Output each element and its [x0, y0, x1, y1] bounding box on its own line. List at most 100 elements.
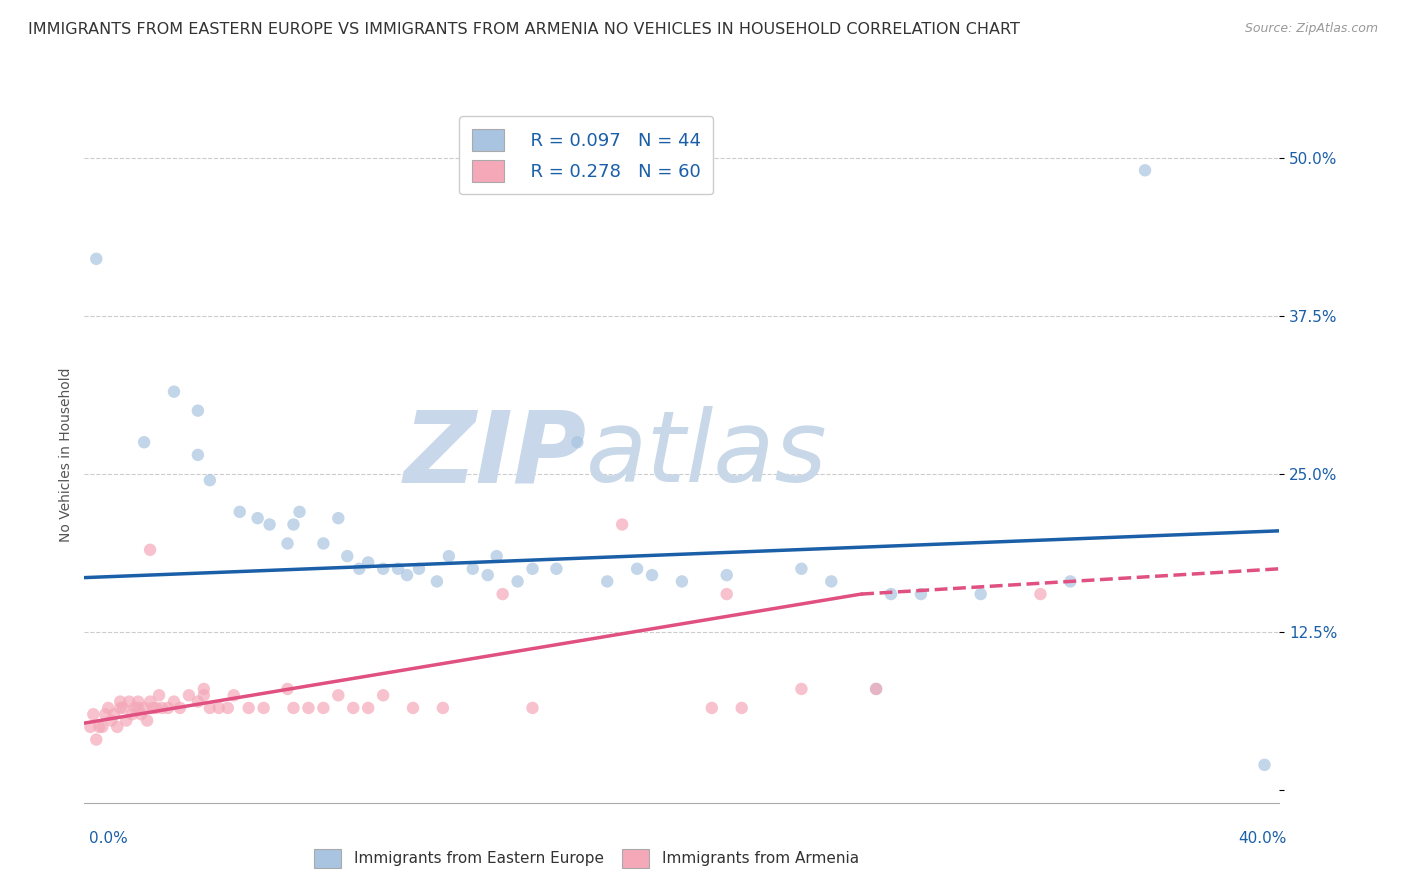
Text: 40.0%: 40.0%	[1239, 831, 1286, 846]
Point	[477, 568, 499, 582]
Point	[336, 549, 359, 563]
Point	[865, 681, 887, 696]
Point	[371, 562, 394, 576]
Point	[288, 505, 311, 519]
Point	[641, 568, 664, 582]
Point	[865, 681, 887, 696]
Point	[328, 688, 350, 702]
Point	[198, 473, 221, 487]
Point	[208, 701, 231, 715]
Point	[124, 701, 146, 715]
Point	[259, 517, 281, 532]
Point	[567, 435, 589, 450]
Point	[297, 701, 319, 715]
Point	[150, 701, 173, 715]
Point	[177, 688, 200, 702]
Point	[228, 505, 252, 519]
Point	[132, 701, 156, 715]
Point	[110, 695, 132, 709]
Text: atlas: atlas	[586, 407, 828, 503]
Point	[97, 701, 120, 715]
Point	[546, 562, 568, 576]
Point	[139, 542, 162, 557]
Point	[342, 701, 364, 715]
Point	[163, 695, 186, 709]
Point	[432, 701, 454, 715]
Point	[790, 681, 813, 696]
Point	[198, 701, 221, 715]
Point	[103, 707, 125, 722]
Point	[396, 568, 419, 582]
Point	[461, 562, 484, 576]
Point	[129, 707, 152, 722]
Point	[1253, 757, 1275, 772]
Point	[187, 448, 209, 462]
Point	[222, 688, 245, 702]
Point	[89, 720, 111, 734]
Point	[1029, 587, 1052, 601]
Point	[402, 701, 425, 715]
Point	[112, 701, 135, 715]
Point	[187, 403, 209, 417]
Point	[522, 701, 544, 715]
Point	[349, 562, 371, 576]
Point	[312, 536, 335, 550]
Point	[716, 587, 738, 601]
Text: Source: ZipAtlas.com: Source: ZipAtlas.com	[1244, 22, 1378, 36]
Point	[142, 701, 165, 715]
Text: IMMIGRANTS FROM EASTERN EUROPE VS IMMIGRANTS FROM ARMENIA NO VEHICLES IN HOUSEHO: IMMIGRANTS FROM EASTERN EUROPE VS IMMIGR…	[28, 22, 1019, 37]
Point	[970, 587, 993, 601]
Point	[86, 252, 108, 266]
Point	[387, 562, 409, 576]
Point	[118, 695, 141, 709]
Point	[1133, 163, 1156, 178]
Point	[127, 701, 149, 715]
Point	[276, 681, 298, 696]
Point	[790, 562, 813, 576]
Point	[596, 574, 619, 589]
Point	[163, 384, 186, 399]
Point	[139, 695, 162, 709]
Point	[700, 701, 723, 715]
Point	[238, 701, 260, 715]
Point	[820, 574, 842, 589]
Point	[485, 549, 508, 563]
Text: ZIP: ZIP	[404, 407, 586, 503]
Point	[100, 714, 122, 728]
Point	[910, 587, 932, 601]
Point	[121, 707, 143, 722]
Point	[492, 587, 515, 601]
Point	[193, 681, 215, 696]
Point	[357, 701, 380, 715]
Legend: Immigrants from Eastern Europe, Immigrants from Armenia: Immigrants from Eastern Europe, Immigran…	[307, 841, 866, 875]
Point	[522, 562, 544, 576]
Point	[671, 574, 693, 589]
Point	[187, 695, 209, 709]
Point	[371, 688, 394, 702]
Point	[408, 562, 430, 576]
Point	[79, 720, 101, 734]
Point	[312, 701, 335, 715]
Point	[276, 536, 298, 550]
Point	[132, 435, 156, 450]
Point	[86, 732, 108, 747]
Point	[157, 701, 180, 715]
Point	[716, 568, 738, 582]
Point	[253, 701, 276, 715]
Point	[127, 695, 149, 709]
Point	[82, 707, 104, 722]
Y-axis label: No Vehicles in Household: No Vehicles in Household	[59, 368, 73, 542]
Point	[94, 707, 117, 722]
Point	[880, 587, 903, 601]
Point	[217, 701, 239, 715]
Point	[437, 549, 460, 563]
Point	[105, 720, 128, 734]
Point	[283, 701, 305, 715]
Point	[169, 701, 191, 715]
Point	[357, 556, 380, 570]
Text: 0.0%: 0.0%	[89, 831, 128, 846]
Point	[193, 688, 215, 702]
Point	[506, 574, 529, 589]
Point	[1059, 574, 1081, 589]
Point	[731, 701, 754, 715]
